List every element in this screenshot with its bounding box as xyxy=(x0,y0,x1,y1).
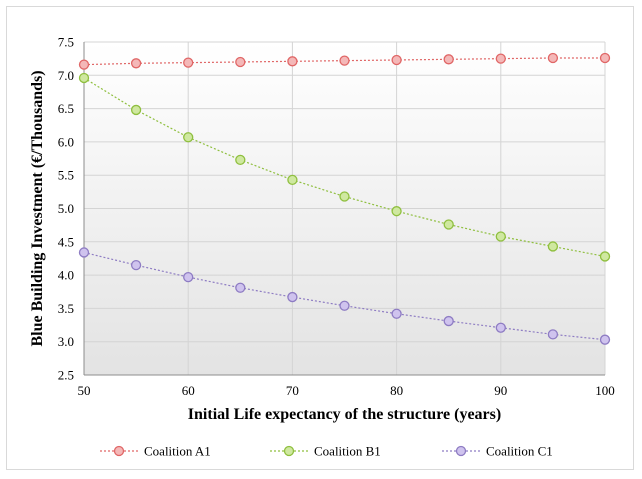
legend-item-0: Coalition A1 xyxy=(100,444,211,459)
x-tick-label: 90 xyxy=(494,383,507,398)
x-tick-label: 70 xyxy=(286,383,299,398)
y-tick-label: 6.0 xyxy=(58,134,74,149)
data-point xyxy=(287,174,298,186)
x-tick-label: 50 xyxy=(78,383,91,398)
legend-item-2: Coalition C1 xyxy=(442,444,553,459)
y-tick-label: 3.5 xyxy=(58,301,74,316)
data-point xyxy=(339,191,350,202)
data-point xyxy=(391,308,402,319)
data-point xyxy=(183,57,194,68)
series-0 xyxy=(78,52,611,70)
axes: 2.5 3.0 3.5 4.0 4.5 5.0 5.5 6.0 6.5 7.0 7.5 50 60 70 8… xyxy=(58,35,615,399)
data-point xyxy=(183,132,194,143)
legend-marker xyxy=(283,445,295,457)
data-point xyxy=(130,58,142,69)
legend-marker xyxy=(455,445,467,457)
data-point xyxy=(287,291,298,303)
y-tick-label: 7.5 xyxy=(58,35,74,50)
data-point xyxy=(339,55,350,66)
x-axis-title: Initial Life expectancy of the structure… xyxy=(188,406,501,423)
data-point xyxy=(78,247,90,258)
data-point xyxy=(183,271,194,283)
x-tick-label: 100 xyxy=(595,383,615,398)
y-tick-label: 2.5 xyxy=(58,368,74,383)
data-point xyxy=(235,282,246,293)
data-point xyxy=(443,54,454,65)
data-point xyxy=(443,315,454,327)
data-point xyxy=(391,206,402,217)
series-1 xyxy=(78,72,611,262)
data-point xyxy=(391,54,402,66)
legend: Coalition A1 Coalition B1 Coalition C1 xyxy=(100,444,553,459)
data-point xyxy=(547,329,559,340)
data-point xyxy=(599,52,611,64)
data-point xyxy=(235,154,246,166)
data-point xyxy=(599,251,611,262)
data-point xyxy=(495,231,506,242)
data-point xyxy=(495,53,506,64)
y-tick-label: 3.0 xyxy=(58,334,74,349)
data-point xyxy=(78,59,90,70)
data-point xyxy=(547,52,559,64)
data-point xyxy=(495,322,506,333)
y-axis-title: Blue Building Investment (€/Thousands) xyxy=(29,70,46,346)
legend-item-1: Coalition B1 xyxy=(270,444,381,459)
series-line xyxy=(83,77,606,258)
data-point xyxy=(130,259,142,271)
y-tick-label: 6.5 xyxy=(58,101,74,116)
y-tick-label: 4.5 xyxy=(58,234,74,249)
legend-marker xyxy=(113,445,125,457)
legend-label: Coalition C1 xyxy=(486,444,553,459)
data-point xyxy=(130,104,142,116)
legend-label: Coalition B1 xyxy=(314,444,381,459)
data-point xyxy=(235,56,246,68)
data-point xyxy=(78,72,90,84)
data-point xyxy=(443,219,454,230)
series-2 xyxy=(78,247,611,345)
data-point xyxy=(599,334,611,345)
y-tick-label: 7.0 xyxy=(58,68,74,83)
series-layer xyxy=(78,52,611,345)
legend-label: Coalition A1 xyxy=(144,444,211,459)
data-point xyxy=(339,300,350,311)
y-tick-label: 5.5 xyxy=(58,168,74,183)
x-tick-label: 60 xyxy=(182,383,195,398)
data-point xyxy=(547,241,559,252)
y-tick-label: 4.0 xyxy=(58,268,74,283)
data-point xyxy=(287,56,298,67)
x-tick-label: 80 xyxy=(390,383,403,398)
y-tick-label: 5.0 xyxy=(58,201,74,216)
